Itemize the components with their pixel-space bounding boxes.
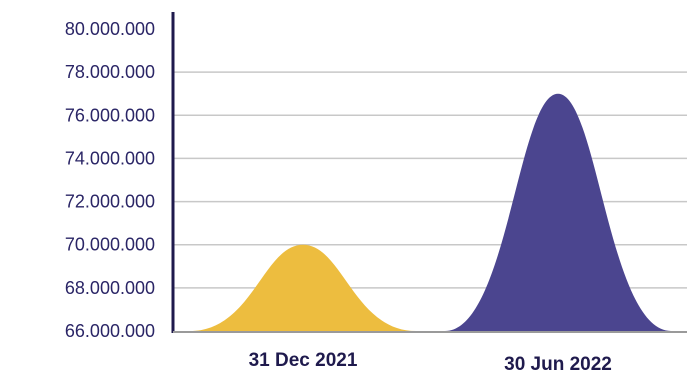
- series-peaks: [190, 93, 671, 331]
- y-tick-label: 68.000.000: [65, 278, 155, 298]
- x-category-label: 31 Dec 2021: [249, 350, 358, 371]
- y-tick-label: 74.000.000: [65, 148, 155, 168]
- peak-2: [445, 93, 671, 331]
- x-category-label: 30 Jun 2022: [504, 354, 612, 374]
- y-tick-label: 66.000.000: [65, 321, 155, 341]
- y-tick-label: 80.000.000: [65, 19, 155, 39]
- y-tick-label: 70.000.000: [65, 235, 155, 255]
- y-tick-labels: 66.000.000 68.000.000 70.000.000 72.000.000…: [65, 19, 155, 341]
- x-tick-labels: 31 Dec 2021 30 Jun 2022: [249, 350, 612, 374]
- y-tick-label: 78.000.000: [65, 62, 155, 82]
- y-tick-label: 76.000.000: [65, 105, 155, 125]
- peak-1: [190, 244, 416, 331]
- y-tick-label: 72.000.000: [65, 192, 155, 212]
